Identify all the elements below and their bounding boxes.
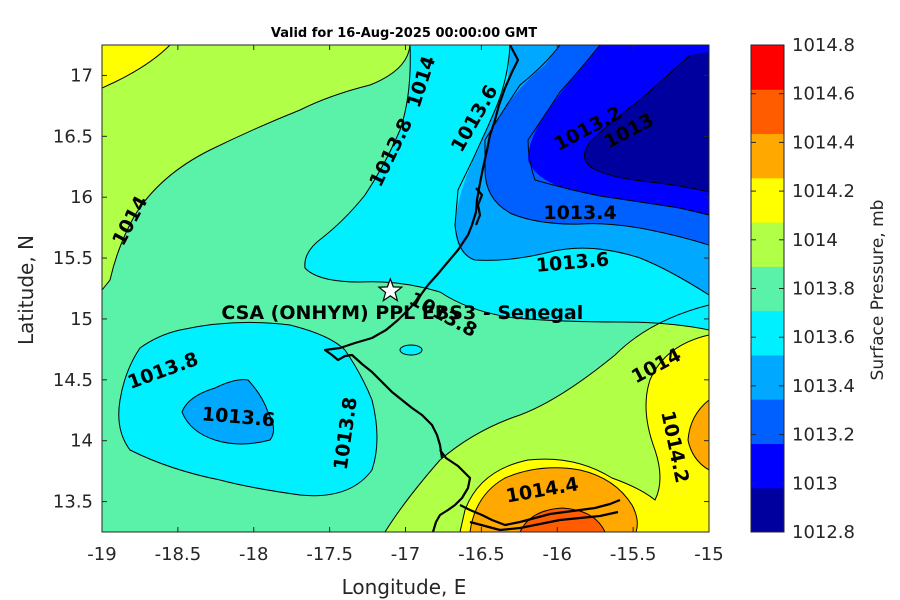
y-tick-label: 15.5 [53, 248, 93, 269]
colorbar-label: 1014 [792, 230, 838, 251]
colorbar-swatch [751, 133, 784, 179]
x-axis-ticks: -19 -18.5 -18 -17.5 -17 -16.5 -16 -15.5 -15 [87, 45, 724, 565]
x-axis-label: Longitude, E [342, 575, 467, 599]
x-tick-label: -16.5 [458, 544, 505, 565]
colorbar-label: 1012.8 [792, 522, 855, 543]
site-star-icon [377, 277, 404, 303]
fill-band-1014-nw [102, 45, 410, 290]
coastline-fragment [474, 187, 484, 226]
x-tick-label: -19 [87, 544, 116, 565]
colorbar-swatch [751, 443, 784, 489]
x-tick-label: -15.5 [610, 544, 657, 565]
y-tick-label: 16 [70, 187, 93, 208]
colorbar-label: 1013.8 [792, 279, 855, 300]
y-axis-ticks: 13.5 14 14.5 15 15.5 16 16.5 17 [53, 65, 709, 513]
colorbar-swatch [751, 222, 784, 267]
chart-title: Valid for 16-Aug-2025 00:00:00 GMT [271, 26, 537, 41]
x-tick-label: -16 [543, 544, 572, 565]
x-tick-label: -17.5 [306, 544, 353, 565]
y-tick-label: 17 [70, 65, 93, 86]
colorbar-swatch [751, 487, 784, 533]
colorbar-label: 1014.6 [792, 84, 855, 105]
y-tick-label: 14 [70, 431, 93, 452]
y-tick-label: 13.5 [53, 492, 93, 513]
colorbar-swatch [751, 354, 784, 400]
fill-band-1014-4-edge [688, 400, 709, 470]
colorbar-swatch [751, 45, 784, 90]
y-tick-label: 15 [70, 309, 93, 330]
colorbar-label: 1014.4 [792, 132, 855, 153]
y-tick-label: 14.5 [53, 370, 93, 391]
colorbar-swatch [751, 266, 784, 312]
coastline [323, 45, 621, 532]
y-axis-label: Latitude, N [14, 235, 38, 345]
site-marker: CSA (ONHYM) PPL EBS3 - Senegal [221, 277, 583, 324]
colorbar-swatch [751, 177, 784, 223]
coastline-gambia [459, 498, 621, 532]
x-tick-label: -17 [391, 544, 420, 565]
colorbar-title: Surface Pressure, mb [868, 200, 888, 381]
fill-band-1014-2-nw [102, 45, 170, 88]
contour-lines [102, 45, 709, 532]
coastline-main [323, 45, 520, 459]
colorbar-label: 1013.4 [792, 376, 855, 397]
coastline-saloum [431, 449, 472, 532]
fill-band-1013-4-w [182, 379, 274, 444]
fill-band-1012-8 [584, 52, 709, 192]
contour-label: 1013.4 [543, 202, 616, 224]
x-tick-label: -15 [694, 544, 723, 565]
y-tick-label: 16.5 [53, 126, 93, 147]
colorbar-label: 1014.8 [792, 35, 855, 56]
colorbar-label: 1013.2 [792, 425, 855, 446]
colorbar-swatch [751, 310, 784, 356]
site-label: CSA (ONHYM) PPL EBS3 - Senegal [221, 302, 583, 324]
colorbar-label: 1013 [792, 473, 838, 494]
colorbar-label: 1013.6 [792, 327, 855, 348]
fill-band-1013-6-small [400, 345, 422, 355]
colorbar-swatch [751, 399, 784, 444]
colorbar-label: 1014.2 [792, 181, 855, 202]
colorbar: 1012.8 1013 1013.2 1013.4 1013.6 1013.8 1014 10… [750, 35, 855, 543]
x-tick-label: -18.5 [155, 544, 202, 565]
colorbar-swatch [751, 89, 784, 135]
x-tick-label: -18 [239, 544, 268, 565]
